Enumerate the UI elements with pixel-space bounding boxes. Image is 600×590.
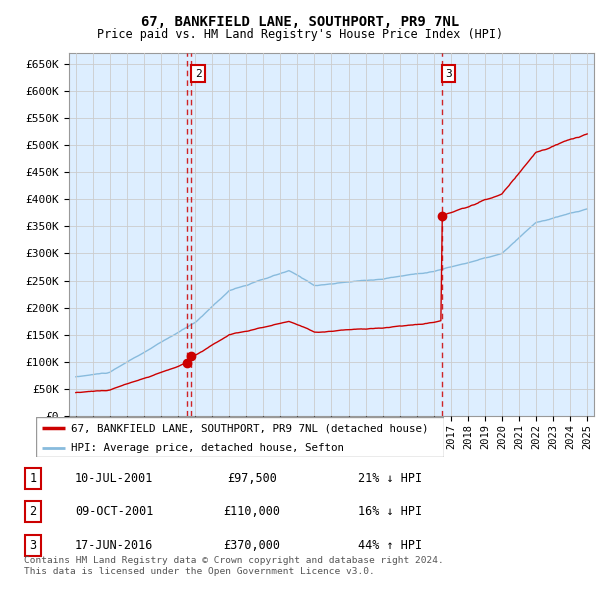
Text: 67, BANKFIELD LANE, SOUTHPORT, PR9 7NL: 67, BANKFIELD LANE, SOUTHPORT, PR9 7NL bbox=[141, 15, 459, 29]
Text: 2: 2 bbox=[29, 505, 37, 519]
Text: 67, BANKFIELD LANE, SOUTHPORT, PR9 7NL (detached house): 67, BANKFIELD LANE, SOUTHPORT, PR9 7NL (… bbox=[71, 424, 428, 434]
Text: 44% ↑ HPI: 44% ↑ HPI bbox=[358, 539, 422, 552]
Text: Contains HM Land Registry data © Crown copyright and database right 2024.
This d: Contains HM Land Registry data © Crown c… bbox=[24, 556, 444, 576]
Text: £97,500: £97,500 bbox=[227, 471, 277, 485]
Text: 3: 3 bbox=[445, 68, 452, 78]
Text: HPI: Average price, detached house, Sefton: HPI: Average price, detached house, Seft… bbox=[71, 444, 344, 454]
Text: 2: 2 bbox=[195, 68, 202, 78]
Text: £110,000: £110,000 bbox=[223, 505, 281, 519]
Text: 1: 1 bbox=[29, 471, 37, 485]
Text: Price paid vs. HM Land Registry's House Price Index (HPI): Price paid vs. HM Land Registry's House … bbox=[97, 28, 503, 41]
Text: 17-JUN-2016: 17-JUN-2016 bbox=[75, 539, 153, 552]
Text: 16% ↓ HPI: 16% ↓ HPI bbox=[358, 505, 422, 519]
Text: £370,000: £370,000 bbox=[223, 539, 281, 552]
Text: 10-JUL-2001: 10-JUL-2001 bbox=[75, 471, 153, 485]
Text: 21% ↓ HPI: 21% ↓ HPI bbox=[358, 471, 422, 485]
Text: 3: 3 bbox=[29, 539, 37, 552]
Text: 09-OCT-2001: 09-OCT-2001 bbox=[75, 505, 153, 519]
